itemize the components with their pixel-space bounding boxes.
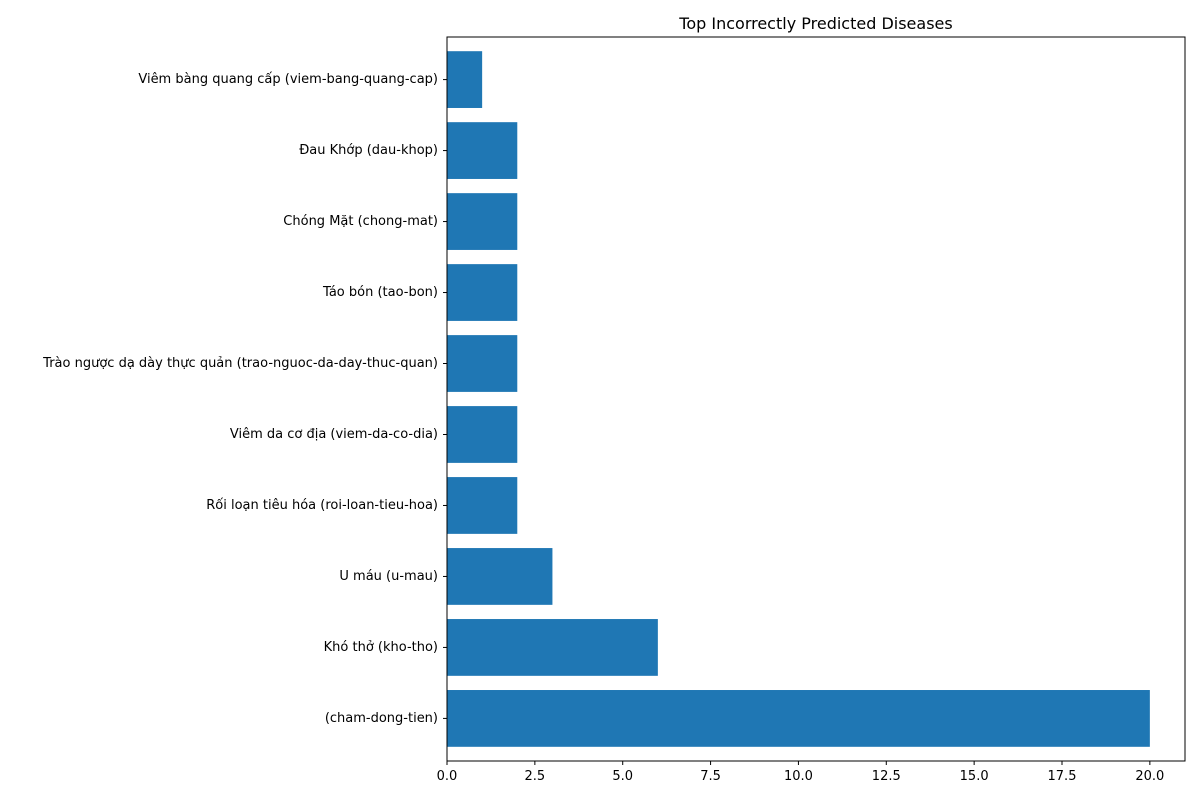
xtick-label: 2.5 [525,769,546,784]
bar-4 [447,406,518,463]
xtick-label: 20.0 [1135,769,1164,784]
ytick-label: Chóng Mặt (chong-mat) [283,214,438,229]
bar-0 [447,690,1150,747]
bar-5 [447,335,518,392]
axes-group: (cham-dong-tien) Khó thở (kho-tho) U máu (… [42,36,1186,784]
xtick-label: 5.0 [612,769,633,784]
bar-6 [447,264,518,321]
ytick-label: Trào ngược dạ dày thực quản (trao-nguoc-… [42,356,438,371]
ytick-label: Rối loạn tiêu hóa (roi-loan-tieu-hoa) [206,498,438,513]
bar-1 [447,619,658,676]
plot-frame [446,36,1186,762]
chart-title: Top Incorrectly Predicted Diseases [678,14,952,33]
xtick-label: 0.0 [437,769,458,784]
xtick-label: 15.0 [960,769,989,784]
bars-group [447,51,1150,747]
ytick-label: Viêm da cơ địa (viem-da-co-dia) [230,427,438,442]
bar-8 [447,122,518,179]
ytick-label: Viêm bàng quang cấp (viem-bang-quang-cap… [138,72,438,87]
ytick-label: Đau Khớp (dau-khop) [299,143,438,158]
bar-3 [447,477,518,534]
bar-7 [447,193,518,250]
xtick-label: 7.5 [700,769,721,784]
xtick-label: 17.5 [1048,769,1077,784]
ytick-label: (cham-dong-tien) [325,711,438,726]
bar-2 [447,548,553,605]
bar-9 [447,51,483,108]
ytick-label: U máu (u-mau) [339,569,438,584]
ytick-label: Khó thở (kho-tho) [324,640,438,655]
ytick-label: Táo bón (tao-bon) [322,285,438,300]
xtick-label: 10.0 [784,769,813,784]
xtick-label: 12.5 [872,769,901,784]
